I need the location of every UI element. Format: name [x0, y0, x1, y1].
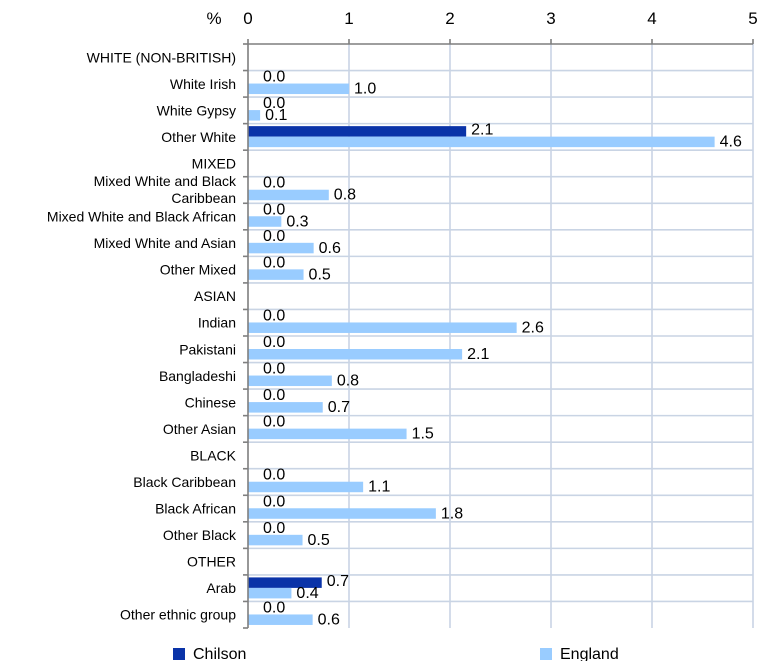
data-label-england: 1.8 — [441, 505, 463, 522]
data-label-england: 0.8 — [337, 373, 359, 390]
data-label-england: 0.6 — [319, 240, 341, 257]
grid — [248, 44, 754, 628]
x-tick-label: 1 — [344, 9, 353, 28]
data-label-chilson: 0.0 — [263, 254, 285, 271]
bar-chilson — [248, 126, 467, 137]
data-label-chilson: 0.0 — [263, 414, 285, 431]
legend: Chilson England — [173, 646, 619, 661]
category-label: MIXED — [192, 155, 236, 171]
x-tick-label: 5 — [748, 9, 757, 28]
bar-england — [248, 216, 282, 227]
category-label: Mixed White and Black African — [47, 209, 236, 225]
bar-england — [248, 322, 517, 333]
bar-england — [248, 534, 303, 546]
data-label-england: 1.5 — [412, 426, 434, 443]
category-label: Arab — [206, 580, 236, 596]
legend-label-england: England — [560, 646, 619, 661]
data-label-chilson: 0.0 — [263, 520, 285, 537]
bar-england — [248, 189, 329, 201]
data-label-chilson: 0.0 — [263, 467, 285, 484]
bar-england — [248, 242, 314, 254]
data-label-chilson: 0.0 — [263, 334, 285, 351]
bar-england — [248, 349, 463, 360]
bar-england — [248, 402, 323, 413]
category-label: WHITE (NON-BRITISH) — [87, 49, 236, 65]
category-label: White Irish — [170, 76, 236, 92]
category-label: Black Caribbean — [133, 474, 236, 490]
data-label-england: 1.0 — [354, 81, 376, 98]
data-label-england: 0.7 — [328, 399, 350, 416]
bar-england — [248, 481, 364, 493]
data-label-chilson: 0.0 — [263, 228, 285, 245]
category-label: Other Mixed — [160, 262, 236, 278]
category-label: ASIAN — [194, 288, 236, 304]
data-label-england: 1.1 — [368, 479, 390, 496]
data-label-england: 2.1 — [467, 346, 489, 363]
data-label-england: 0.5 — [309, 266, 331, 283]
x-tick-label: 2 — [445, 9, 454, 28]
data-label-chilson: 0.0 — [263, 599, 285, 616]
category-label: Black African — [155, 501, 236, 517]
category-label: Other Asian — [163, 421, 236, 437]
data-label-chilson: 0.0 — [263, 361, 285, 378]
category-label: Other Black — [163, 527, 237, 543]
x-tick-label: 3 — [546, 9, 555, 28]
bar-chilson — [248, 577, 322, 588]
unit-label: % — [206, 9, 221, 28]
category-label: Chinese — [185, 394, 237, 410]
data-label-england: 2.6 — [522, 319, 544, 336]
data-label-england: 0.8 — [334, 187, 356, 204]
data-label-chilson: 0.0 — [263, 201, 285, 218]
bars — [248, 83, 715, 625]
bar-england — [248, 83, 349, 95]
category-label: Pakistani — [179, 341, 236, 357]
legend-swatch-england — [540, 648, 552, 660]
x-tick-label: 4 — [647, 9, 656, 28]
bar-england — [248, 614, 313, 625]
data-label-chilson: 2.1 — [471, 122, 493, 139]
legend-label-chilson: Chilson — [193, 646, 246, 661]
category-label: White Gypsy — [157, 102, 236, 118]
category-label: BLACK — [190, 447, 237, 463]
category-label: OTHER — [187, 554, 236, 570]
data-label-chilson: 0.0 — [263, 387, 285, 404]
bar-england — [248, 269, 304, 280]
category-label: Other White — [161, 129, 236, 145]
category-label: Caribbean — [171, 190, 236, 206]
data-label-chilson: 0.0 — [263, 69, 285, 86]
axes: 0 1 2 3 4 5% — [206, 9, 758, 629]
legend-swatch-chilson — [173, 648, 185, 660]
data-label-chilson: 0.0 — [263, 493, 285, 510]
data-label-chilson: 0.7 — [327, 573, 349, 590]
data-label-england: 0.6 — [318, 611, 340, 628]
bar-england — [248, 508, 436, 519]
bar-england — [248, 110, 261, 121]
x-tick-label: 0 — [243, 9, 252, 28]
bar-england — [248, 136, 715, 148]
category-label: Bangladeshi — [159, 368, 236, 384]
data-label-england: 0.5 — [308, 532, 330, 549]
data-label-england: 0.1 — [265, 107, 287, 124]
data-label-chilson: 0.0 — [263, 307, 285, 324]
bar-england — [248, 587, 292, 599]
data-label-chilson: 0.0 — [263, 175, 285, 192]
labels: WHITE (NON-BRITISH) White Irish White Gyps… — [47, 49, 742, 628]
data-label-chilson: 0.0 — [263, 95, 285, 112]
bar-england — [248, 375, 332, 387]
category-label: Mixed White and Black — [94, 173, 237, 189]
bar-england — [248, 428, 407, 440]
data-label-england: 4.6 — [720, 134, 742, 151]
category-label: Other ethnic group — [120, 607, 236, 623]
data-label-england: 0.3 — [286, 213, 308, 230]
data-label-england: 0.4 — [296, 585, 318, 602]
category-label: Indian — [198, 315, 236, 331]
category-label: Mixed White and Asian — [94, 235, 236, 251]
